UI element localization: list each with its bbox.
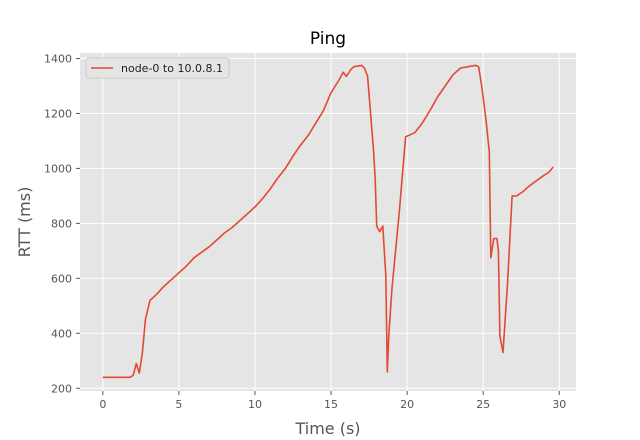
chart-title: Ping xyxy=(310,29,346,49)
x-tick-label: 5 xyxy=(175,398,182,411)
x-tick-label: 30 xyxy=(552,398,566,411)
y-axis-ticks: 200 400 600 800 1000 1200 1400 xyxy=(44,52,80,395)
grid-lines xyxy=(80,53,576,391)
x-tick-label: 10 xyxy=(248,398,262,411)
x-tick-label: 20 xyxy=(400,398,414,411)
y-tick-label: 200 xyxy=(51,382,72,395)
series-layer xyxy=(102,64,554,379)
x-axis-ticks: 0 5 10 15 20 25 30 xyxy=(99,391,566,411)
legend: node-0 to 10.0.8.1 xyxy=(85,57,230,79)
y-axis-label: RTT (ms) xyxy=(15,187,34,258)
y-tick-label: 600 xyxy=(51,272,72,285)
y-tick-label: 800 xyxy=(51,217,72,230)
y-tick-label: 1400 xyxy=(44,52,72,65)
x-axis-label: Time (s) xyxy=(294,419,360,438)
legend-box xyxy=(85,57,230,79)
y-tick-label: 400 xyxy=(51,327,72,340)
x-tick-label: 0 xyxy=(99,398,106,411)
y-tick-label: 1200 xyxy=(44,107,72,120)
y-tick-label: 1000 xyxy=(44,162,72,175)
plot-area xyxy=(80,53,576,391)
x-tick-label: 15 xyxy=(324,398,338,411)
x-tick-label: 25 xyxy=(476,398,490,411)
legend-label: node-0 to 10.0.8.1 xyxy=(121,62,223,75)
series-line xyxy=(102,64,554,379)
